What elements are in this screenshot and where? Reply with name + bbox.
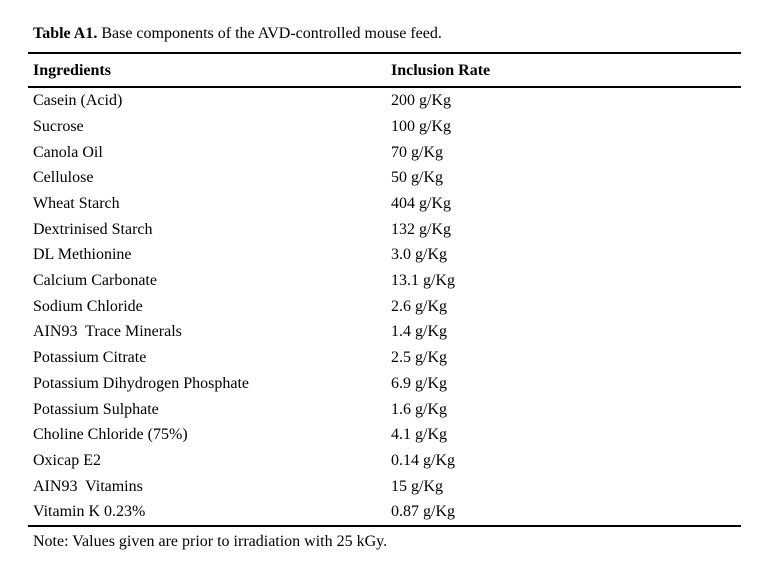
table-row: Wheat Starch 404 g/Kg [28, 191, 741, 217]
ingredient-cell: Calcium Carbonate [33, 272, 157, 290]
inclusion-rate-cell: 0.14 g/Kg [391, 451, 455, 469]
table-note: Note: Values given are prior to irradiat… [33, 532, 388, 550]
table-row: AIN93 Vitamins 15 g/Kg [28, 473, 741, 499]
ingredient-cell: Dextrinised Starch [33, 220, 153, 238]
inclusion-rate-cell: 2.6 g/Kg [391, 297, 447, 315]
table-header: Ingredients Inclusion Rate [28, 53, 741, 88]
inclusion-rate-cell: 70 g/Kg [391, 143, 443, 161]
table-row: Dextrinised Starch 132 g/Kg [28, 216, 741, 242]
inclusion-rate-cell: 132 g/Kg [391, 220, 451, 238]
ingredient-cell: Wheat Starch [33, 195, 120, 213]
table-row: Potassium Dihydrogen Phosphate 6.9 g/Kg [28, 371, 741, 397]
inclusion-rate-cell: 6.9 g/Kg [391, 374, 447, 392]
inclusion-rate-cell: 100 g/Kg [391, 117, 451, 135]
table-row: Oxicap E2 0.14 g/Kg [28, 448, 741, 474]
ingredient-cell: Vitamin K 0.23% [33, 503, 146, 521]
ingredients-table: Ingredients Inclusion Rate Casein (Acid)… [28, 52, 741, 527]
table-row: Calcium Carbonate 13.1 g/Kg [28, 268, 741, 294]
ingredient-cell: AIN93 Trace Minerals [33, 323, 182, 341]
ingredient-cell: AIN93 Vitamins [33, 477, 143, 495]
table-row: DL Methionine 3.0 g/Kg [28, 242, 741, 268]
table-row: Casein (Acid) 200 g/Kg [28, 87, 741, 114]
ingredient-cell: Cellulose [33, 169, 94, 187]
header-row: Ingredients Inclusion Rate [28, 53, 741, 88]
ingredient-cell: Casein (Acid) [33, 92, 123, 110]
table-caption-text: Base components of the AVD-controlled mo… [97, 25, 442, 42]
table-row: Vitamin K 0.23% 0.87 g/Kg [28, 499, 741, 526]
ingredient-cell: Oxicap E2 [33, 451, 101, 469]
table-row: AIN93 Trace Minerals 1.4 g/Kg [28, 319, 741, 345]
inclusion-rate-cell: 50 g/Kg [391, 169, 443, 187]
inclusion-rate-cell: 13.1 g/Kg [391, 272, 455, 290]
table-row: Sodium Chloride 2.6 g/Kg [28, 294, 741, 320]
inclusion-rate-cell: 2.5 g/Kg [391, 349, 447, 367]
header-ingredients: Ingredients [28, 53, 391, 88]
inclusion-rate-cell: 1.4 g/Kg [391, 323, 447, 341]
ingredient-cell: DL Methionine [33, 246, 132, 264]
inclusion-rate-cell: 1.6 g/Kg [391, 400, 447, 418]
table-row: Cellulose 50 g/Kg [28, 165, 741, 191]
ingredient-cell: Potassium Dihydrogen Phosphate [33, 374, 249, 392]
inclusion-rate-cell: 3.0 g/Kg [391, 246, 447, 264]
ingredient-cell: Potassium Sulphate [33, 400, 159, 418]
table-caption: Table A1. Base components of the AVD-con… [33, 24, 741, 43]
table-a1-block: Table A1. Base components of the AVD-con… [28, 24, 741, 551]
ingredient-cell: Choline Chloride (75%) [33, 426, 188, 444]
ingredient-cell: Sucrose [33, 117, 84, 135]
table-row: Choline Chloride (75%) 4.1 g/Kg [28, 422, 741, 448]
inclusion-rate-cell: 200 g/Kg [391, 92, 451, 110]
table-row: Potassium Citrate 2.5 g/Kg [28, 345, 741, 371]
inclusion-rate-cell: 0.87 g/Kg [391, 503, 455, 521]
table-body: Casein (Acid) 200 g/Kg Sucrose 100 g/Kg Cano… [28, 87, 741, 526]
table-caption-label: Table A1. [33, 25, 98, 42]
table-row: Sucrose 100 g/Kg [28, 114, 741, 140]
header-inclusion-rate: Inclusion Rate [391, 53, 741, 88]
ingredient-cell: Potassium Citrate [33, 349, 147, 367]
inclusion-rate-cell: 15 g/Kg [391, 477, 443, 495]
table-row: Potassium Sulphate 1.6 g/Kg [28, 396, 741, 422]
ingredient-cell: Canola Oil [33, 143, 103, 161]
ingredient-cell: Sodium Chloride [33, 297, 143, 315]
table-row: Canola Oil 70 g/Kg [28, 139, 741, 165]
inclusion-rate-cell: 4.1 g/Kg [391, 426, 447, 444]
inclusion-rate-cell: 404 g/Kg [391, 195, 451, 213]
